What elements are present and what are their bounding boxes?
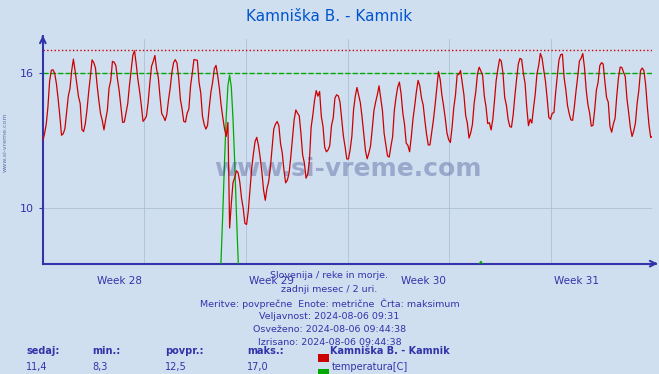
Text: Veljavnost: 2024-08-06 09:31: Veljavnost: 2024-08-06 09:31 (260, 312, 399, 321)
Text: zadnji mesec / 2 uri.: zadnji mesec / 2 uri. (281, 285, 378, 294)
Text: www.si-vreme.com: www.si-vreme.com (3, 112, 8, 172)
Text: povpr.:: povpr.: (165, 346, 203, 356)
Text: min.:: min.: (92, 346, 121, 356)
Text: Week 29: Week 29 (249, 276, 294, 286)
Text: 12,5: 12,5 (165, 362, 186, 372)
Text: Week 31: Week 31 (554, 276, 599, 286)
Text: maks.:: maks.: (247, 346, 284, 356)
Text: Izrisano: 2024-08-06 09:44:38: Izrisano: 2024-08-06 09:44:38 (258, 338, 401, 347)
Text: Week 30: Week 30 (401, 276, 446, 286)
Text: 8,3: 8,3 (92, 362, 107, 372)
Text: 11,4: 11,4 (26, 362, 48, 372)
Text: 17,0: 17,0 (247, 362, 269, 372)
Text: Week 28: Week 28 (96, 276, 142, 286)
Text: sedaj:: sedaj: (26, 346, 60, 356)
Text: Slovenija / reke in morje.: Slovenija / reke in morje. (270, 271, 389, 280)
Text: www.si-vreme.com: www.si-vreme.com (214, 157, 481, 181)
Text: Kamniška B. - Kamnik: Kamniška B. - Kamnik (246, 9, 413, 24)
Text: temperatura[C]: temperatura[C] (332, 362, 409, 372)
Text: Osveženo: 2024-08-06 09:44:38: Osveženo: 2024-08-06 09:44:38 (253, 325, 406, 334)
Text: Kamniška B. - Kamnik: Kamniška B. - Kamnik (330, 346, 449, 356)
Text: Meritve: povprečne  Enote: metrične  Črta: maksimum: Meritve: povprečne Enote: metrične Črta:… (200, 298, 459, 309)
